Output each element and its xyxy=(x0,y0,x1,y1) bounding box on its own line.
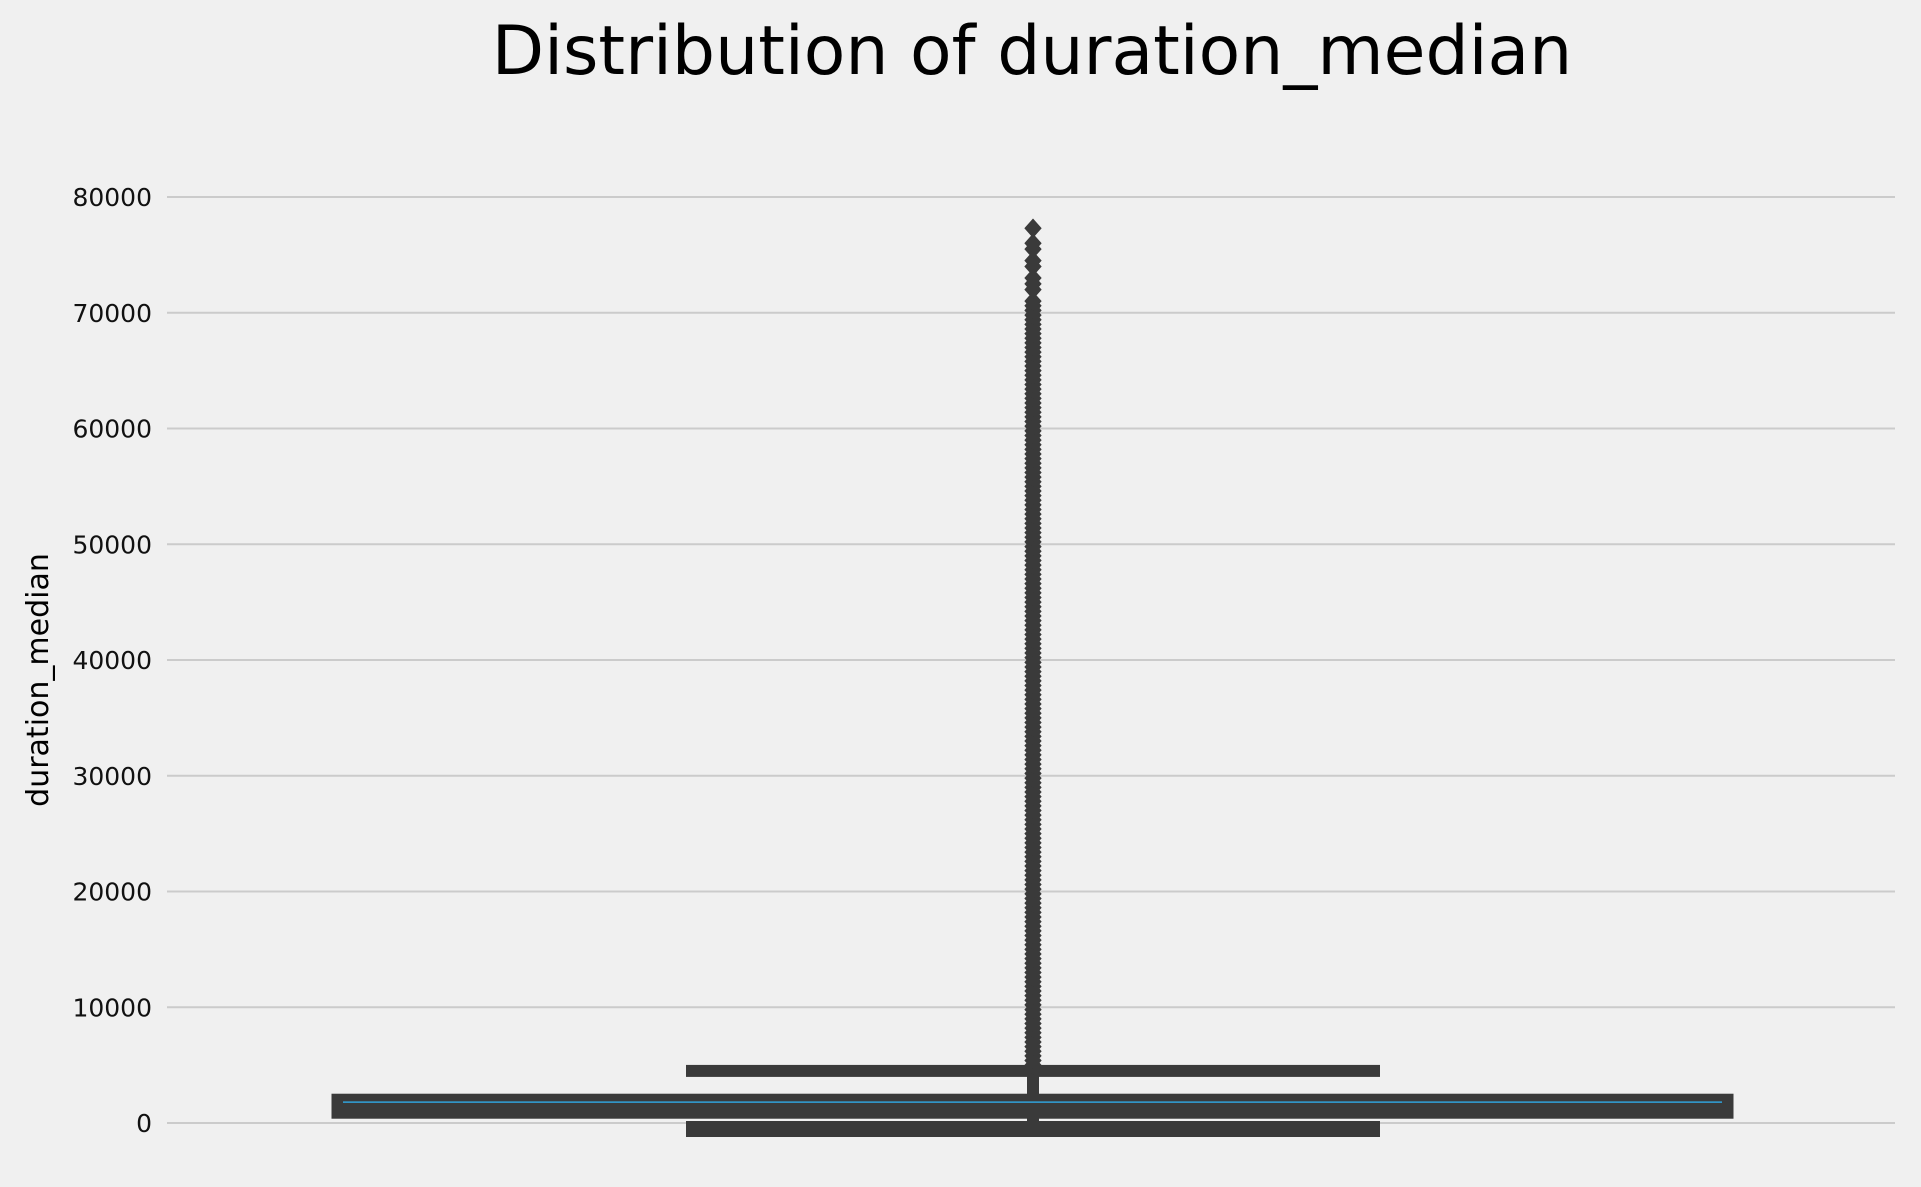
y-tick-label: 40000 xyxy=(72,646,152,675)
y-tick-label: 20000 xyxy=(72,878,152,907)
whisker-cap-lower xyxy=(686,1121,1380,1137)
outlier-point xyxy=(1024,233,1042,254)
chart-title: Distribution of duration_median xyxy=(492,12,1573,91)
outlier-point xyxy=(1024,268,1042,288)
outlier-markers xyxy=(1024,218,1042,1080)
box-iqr xyxy=(331,1093,1734,1119)
y-tick-label: 80000 xyxy=(72,183,152,212)
outlier-point xyxy=(1024,218,1042,239)
y-tick-label: 30000 xyxy=(72,762,152,791)
y-tick-labels: 0 10000 20000 30000 40000 50000 60000 70000 8000… xyxy=(72,183,152,1138)
outlier-point xyxy=(1024,250,1042,271)
y-tick-label: 70000 xyxy=(72,299,152,328)
y-tick-label: 60000 xyxy=(72,415,152,444)
plot-area xyxy=(331,218,1734,1137)
y-tick-label: 10000 xyxy=(72,993,152,1022)
outlier-point xyxy=(1024,291,1042,311)
y-axis-label: duration_median xyxy=(21,553,56,807)
y-tick-label: 50000 xyxy=(72,530,152,559)
y-tick-label: 0 xyxy=(136,1109,152,1138)
